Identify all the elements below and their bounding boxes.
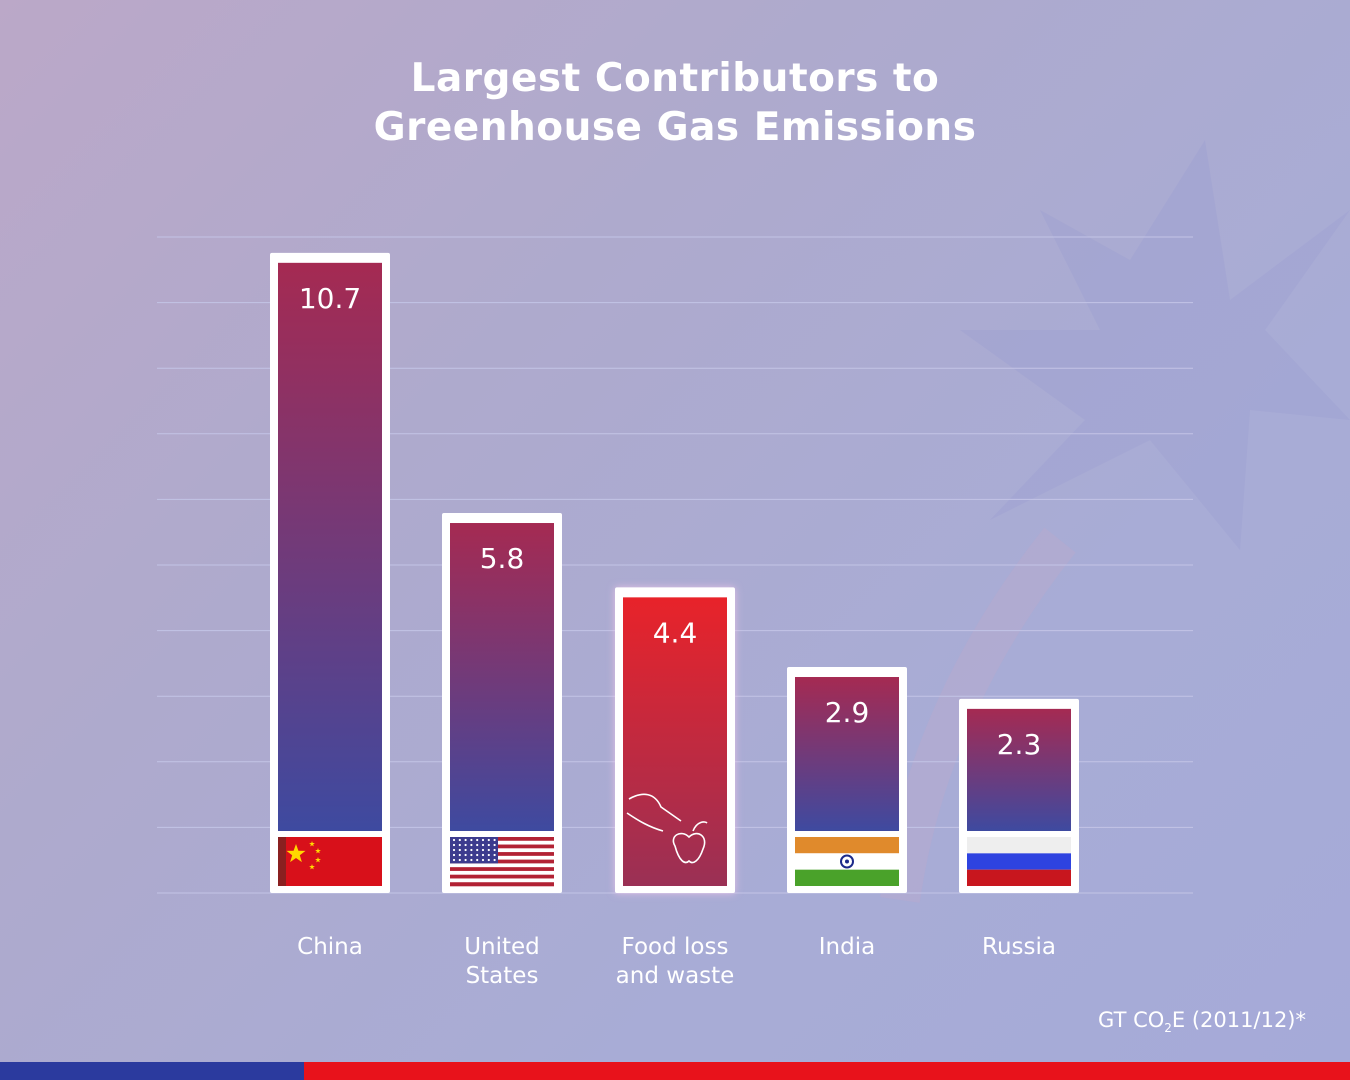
india-flag-icon [795, 837, 899, 886]
bottom-bar-red-segment [304, 1062, 1350, 1080]
bar-hand-apple: 4.4 [615, 587, 735, 893]
category-label-line: States [466, 963, 539, 989]
usa-flag-icon [450, 837, 554, 887]
value-label: 4.4 [653, 616, 698, 649]
unit-note-subscript: 2 [1164, 1021, 1172, 1036]
value-label: 10.7 [299, 282, 361, 315]
bar-usa-flag: 5.8 [442, 513, 562, 893]
category-label: United States [464, 934, 540, 989]
category-label-line: China [297, 934, 363, 960]
bar-fill [967, 708, 1071, 831]
china-flag-icon [278, 837, 382, 886]
bar-fill [623, 597, 727, 886]
category-label-line: Food loss [622, 934, 729, 960]
value-label: 2.9 [825, 696, 870, 729]
bar-fill [278, 262, 382, 832]
unit-note-prefix: GT CO [1098, 1008, 1165, 1032]
bar-fill [795, 677, 899, 831]
category-label: China [297, 934, 363, 960]
value-label: 2.3 [997, 728, 1042, 761]
bars: 10.7 5.8 4.4 2.9 2.3 [270, 252, 1079, 893]
unit-note-suffix: E (2011/12)* [1171, 1008, 1306, 1032]
russia-flag-icon [967, 837, 1071, 886]
bar-india-flag: 2.9 [787, 667, 907, 893]
chart-title-line1: Largest Contributors to [410, 56, 940, 101]
chart-title: Largest Contributors to Greenhouse Gas E… [0, 54, 1350, 152]
bar-russia-flag: 2.3 [959, 698, 1079, 893]
bottom-color-bar [0, 1062, 1350, 1080]
category-labels: China United States Food loss and waste India… [297, 934, 1056, 989]
category-label: Russia [982, 934, 1056, 960]
category-label: Food loss and waste [616, 934, 735, 989]
value-label: 5.8 [480, 542, 525, 575]
chart-title-line2: Greenhouse Gas Emissions [373, 105, 977, 150]
unit-note: GT CO2E (2011/12)* [1098, 1008, 1306, 1035]
category-label-line: United [464, 934, 540, 960]
hand-apple-icon [626, 793, 708, 864]
category-label-line: India [819, 934, 875, 960]
bar-fill [450, 523, 554, 831]
bar-china-flag: 10.7 [270, 252, 390, 893]
bottom-bar-blue-segment [0, 1062, 304, 1080]
category-label-line: and waste [616, 963, 735, 989]
category-label-line: Russia [982, 934, 1056, 960]
category-label: India [819, 934, 875, 960]
